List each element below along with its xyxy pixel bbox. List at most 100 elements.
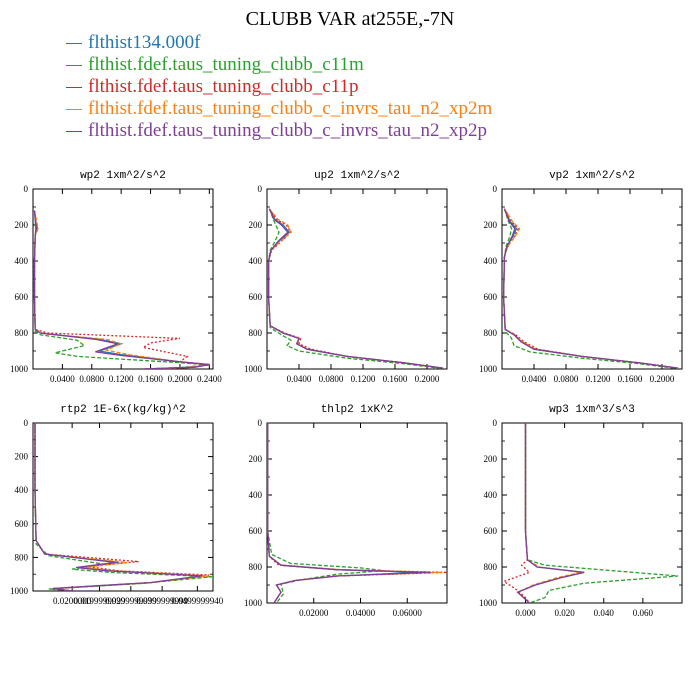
- x-tick-label: 0.1200: [351, 374, 376, 384]
- x-tick-label: 0.06000: [393, 608, 423, 618]
- legend-swatch: [66, 64, 82, 66]
- series-line: [34, 423, 206, 591]
- series-line: [524, 423, 679, 603]
- panel-title: wp3 1xm^3/s^3: [549, 404, 635, 416]
- y-tick-label: 0: [493, 418, 498, 428]
- chart-panel: rtp2 1E-6x(kg/kg)^2 0 200 400 600 800 1000 0.02…: [10, 404, 224, 606]
- series-line: [267, 423, 447, 603]
- y-tick-label: 1000: [479, 598, 498, 608]
- plot-frame: [266, 188, 448, 370]
- legend-label: flthist.fdef.taus_tuning_clubb_c11p: [88, 76, 359, 97]
- y-tick-label: 1000: [10, 364, 29, 374]
- chart-title: CLUBB VAR at255E,-7N: [245, 8, 455, 30]
- panel-title: thlp2 1xK^2: [321, 404, 394, 416]
- x-tick-label: 0.060: [633, 608, 654, 618]
- chart-panel: vp2 1xm^2/s^2 0 200 400 600 800 1000 0.0400 0.08…: [479, 170, 683, 384]
- legend-entry: flthist.fdef.taus_tuning_clubb_c_invrs_t…: [66, 98, 492, 120]
- series-line: [267, 423, 443, 603]
- y-tick-label: 200: [484, 220, 498, 230]
- x-tick-label: 0.020: [554, 608, 575, 618]
- series-line: [267, 208, 444, 369]
- series-line: [267, 208, 444, 369]
- x-tick-label: 0.04000: [346, 608, 376, 618]
- y-tick-label: 200: [15, 452, 29, 462]
- x-tick-label: 0.1600: [138, 374, 163, 384]
- x-tick-label: 0.0200000: [53, 596, 92, 606]
- series-line: [267, 208, 444, 369]
- legend-label: flthist134.000f: [88, 32, 201, 53]
- x-tick-label: 0.0299999999: [105, 596, 157, 606]
- plot-frame: [501, 188, 683, 370]
- x-tick-label: 0.02000: [299, 608, 329, 618]
- panel-title: rtp2 1E-6x(kg/kg)^2: [60, 404, 185, 416]
- y-tick-label: 0: [258, 184, 263, 194]
- x-tick-label: 0.0499999940: [171, 596, 223, 606]
- x-tick-label: 0.1200: [109, 374, 134, 384]
- x-tick-label: 0.1200: [586, 374, 611, 384]
- plot-frame: [32, 422, 214, 592]
- y-tick-label: 0: [258, 418, 263, 428]
- x-tick-label: 0.0400: [522, 374, 547, 384]
- chart-panel: thlp2 1xK^2 0 200 400 600 800 1000 0.02000 0.040…: [244, 404, 448, 618]
- x-tick-label: 0.2000: [415, 374, 440, 384]
- chart-panel: up2 1xm^2/s^2 0 200 400 600 800 1000 0.0400 0.08…: [244, 170, 448, 384]
- series-line: [33, 210, 210, 369]
- series-line: [34, 423, 210, 591]
- series-line: [267, 208, 444, 369]
- y-tick-label: 800: [484, 328, 498, 338]
- x-tick-label: 0.1600: [618, 374, 643, 384]
- y-tick-label: 1000: [10, 586, 29, 596]
- legend-label: flthist.fdef.taus_tuning_clubb_c11m: [88, 54, 364, 75]
- y-tick-label: 200: [249, 220, 263, 230]
- legend-entry: flthist134.000f: [66, 32, 492, 54]
- y-tick-label: 200: [15, 220, 29, 230]
- series-line: [34, 423, 210, 591]
- legend-swatch: [66, 86, 82, 88]
- y-tick-label: 600: [15, 292, 29, 302]
- chart-panel: wp2 1xm^2/s^2 0 200 400 600 800 1000 0.0400 0.08…: [10, 170, 222, 384]
- y-tick-label: 600: [484, 526, 498, 536]
- x-tick-label: 0.2000: [168, 374, 193, 384]
- x-tick-label: 0.2400: [197, 374, 222, 384]
- chart-panel: wp3 1xm^3/s^3 0 200 400 600 800 1000 0.000 0.020…: [479, 404, 683, 618]
- y-tick-label: 400: [15, 256, 29, 266]
- series-line: [267, 208, 444, 369]
- panel-title: up2 1xm^2/s^2: [314, 170, 400, 182]
- y-tick-label: 400: [15, 485, 29, 495]
- y-tick-label: 200: [249, 454, 263, 464]
- series-line: [516, 423, 585, 603]
- series-line: [502, 208, 679, 369]
- y-tick-label: 800: [15, 328, 29, 338]
- panel-title: vp2 1xm^2/s^2: [549, 170, 635, 182]
- x-tick-label: 0.0800: [79, 374, 104, 384]
- y-tick-label: 400: [484, 256, 498, 266]
- series-line: [34, 423, 202, 591]
- y-tick-label: 600: [484, 292, 498, 302]
- y-tick-label: 1000: [479, 364, 498, 374]
- legend-swatch: [66, 42, 82, 44]
- y-tick-label: 0: [24, 184, 29, 194]
- series-line: [267, 423, 431, 603]
- y-tick-label: 800: [484, 562, 498, 572]
- legend-label: flthist.fdef.taus_tuning_clubb_c_invrs_t…: [88, 98, 493, 119]
- x-tick-label: 0.0800: [319, 374, 344, 384]
- series-line: [33, 210, 210, 369]
- series-line: [33, 210, 210, 369]
- series-line: [267, 423, 384, 603]
- y-tick-label: 200: [484, 454, 498, 464]
- legend-label: flthist.fdef.taus_tuning_clubb_c_invrs_t…: [88, 120, 487, 141]
- x-tick-label: 0.0400: [287, 374, 312, 384]
- series-line: [34, 423, 213, 591]
- series-line: [33, 210, 210, 369]
- series-line: [502, 208, 679, 369]
- legend-entry: flthist.fdef.taus_tuning_clubb_c11m: [66, 54, 492, 76]
- legend: flthist134.000f flthist.fdef.taus_tuning…: [66, 32, 492, 142]
- y-tick-label: 400: [249, 256, 263, 266]
- y-tick-label: 400: [484, 490, 498, 500]
- y-tick-label: 0: [493, 184, 498, 194]
- plot-frame: [501, 422, 683, 604]
- x-tick-label: 0.2000: [650, 374, 675, 384]
- y-tick-label: 600: [249, 292, 263, 302]
- y-tick-label: 800: [249, 328, 263, 338]
